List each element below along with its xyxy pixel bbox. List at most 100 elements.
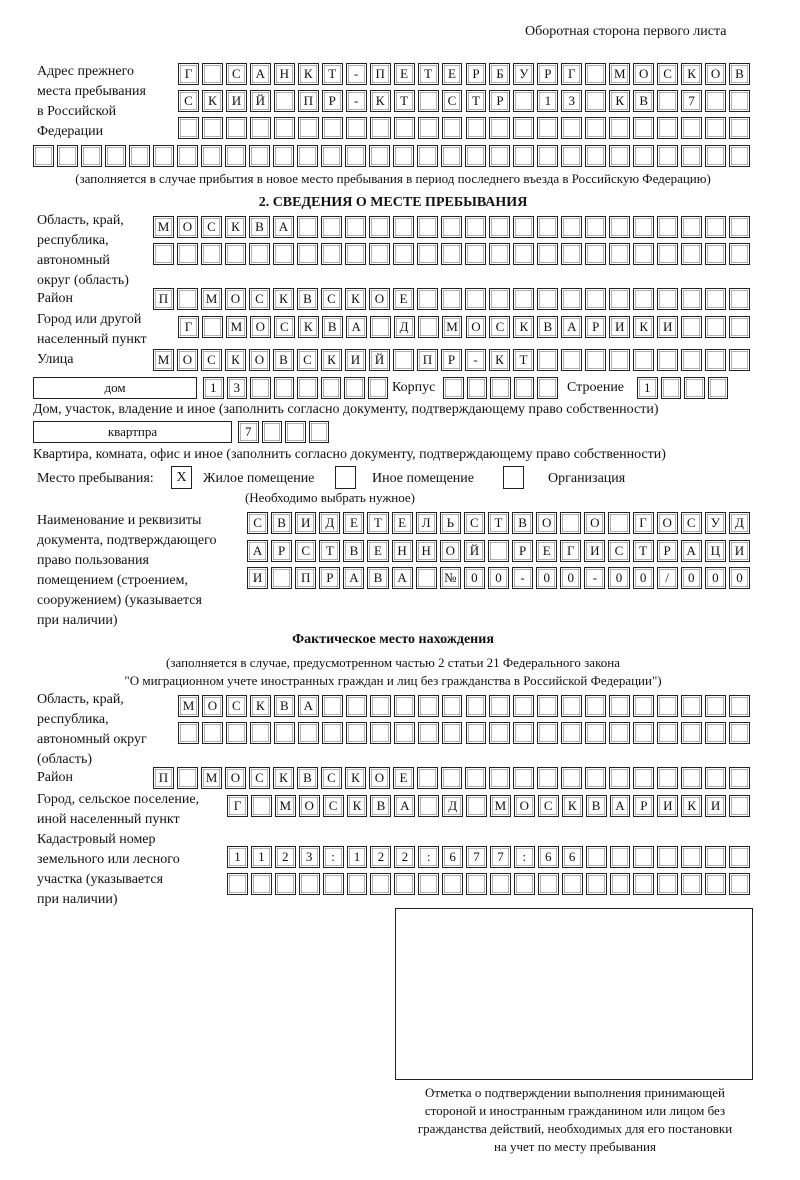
- char-cell[interactable]: В: [537, 316, 559, 338]
- char-cell[interactable]: К: [513, 316, 535, 338]
- char-cell[interactable]: [537, 288, 558, 310]
- char-cell[interactable]: М: [274, 795, 296, 817]
- char-cell[interactable]: [585, 216, 606, 238]
- char-cell[interactable]: [609, 873, 631, 895]
- char-cell[interactable]: К: [273, 767, 294, 789]
- char-cell[interactable]: [705, 695, 727, 717]
- char-cell[interactable]: У: [704, 512, 726, 534]
- char-cell[interactable]: [465, 695, 487, 717]
- char-cell[interactable]: [633, 722, 655, 744]
- char-cell[interactable]: Г: [227, 795, 248, 817]
- char-cell[interactable]: [681, 216, 702, 238]
- char-cell[interactable]: В: [370, 795, 392, 817]
- char-cell[interactable]: А: [273, 216, 294, 238]
- char-cell[interactable]: [489, 695, 511, 717]
- char-cell[interactable]: К: [225, 349, 246, 371]
- char-cell[interactable]: 7: [490, 846, 511, 868]
- char-cell[interactable]: С: [247, 512, 269, 534]
- char-cell[interactable]: [297, 243, 318, 265]
- char-cell[interactable]: [729, 243, 750, 265]
- char-cell[interactable]: [465, 117, 487, 139]
- char-cell[interactable]: [729, 846, 750, 868]
- char-cell[interactable]: К: [321, 349, 342, 371]
- char-cell[interactable]: К: [681, 795, 703, 817]
- char-cell[interactable]: В: [321, 316, 343, 338]
- char-cell[interactable]: П: [295, 567, 317, 589]
- char-cell[interactable]: Р: [537, 63, 559, 85]
- char-cell[interactable]: Г: [561, 63, 583, 85]
- char-cell[interactable]: Е: [536, 540, 558, 562]
- char-cell[interactable]: К: [346, 795, 368, 817]
- char-cell[interactable]: [729, 795, 750, 817]
- char-cell[interactable]: [345, 216, 366, 238]
- char-cell[interactable]: [489, 722, 511, 744]
- char-cell[interactable]: [393, 695, 415, 717]
- char-cell[interactable]: О: [465, 316, 487, 338]
- char-cell[interactable]: У: [513, 63, 535, 85]
- char-cell[interactable]: [561, 873, 583, 895]
- char-cell[interactable]: А: [297, 695, 319, 717]
- char-cell[interactable]: [489, 117, 511, 139]
- char-cell[interactable]: [369, 145, 390, 167]
- char-cell[interactable]: [345, 145, 366, 167]
- char-cell[interactable]: Б: [489, 63, 511, 85]
- char-cell[interactable]: 2: [370, 846, 392, 868]
- char-cell[interactable]: М: [178, 695, 199, 717]
- char-cell[interactable]: [609, 767, 630, 789]
- char-cell[interactable]: [681, 145, 702, 167]
- char-cell[interactable]: [369, 216, 390, 238]
- char-cell[interactable]: [441, 288, 462, 310]
- char-cell[interactable]: [417, 145, 438, 167]
- char-cell[interactable]: [729, 145, 750, 167]
- char-cell[interactable]: [729, 695, 750, 717]
- char-cell[interactable]: М: [441, 316, 463, 338]
- char-cell[interactable]: 2: [394, 846, 416, 868]
- char-cell[interactable]: С: [249, 288, 270, 310]
- char-cell[interactable]: [633, 873, 655, 895]
- char-cell[interactable]: [346, 873, 368, 895]
- char-cell[interactable]: С: [441, 90, 463, 112]
- char-cell[interactable]: [537, 873, 559, 895]
- char-cell[interactable]: [441, 216, 462, 238]
- char-cell[interactable]: [633, 695, 655, 717]
- char-cell[interactable]: С: [297, 349, 318, 371]
- char-cell[interactable]: А: [391, 567, 413, 589]
- char-cell[interactable]: [657, 90, 679, 112]
- char-cell[interactable]: [705, 243, 726, 265]
- char-cell[interactable]: [561, 349, 582, 371]
- char-cell[interactable]: Д: [442, 795, 464, 817]
- char-cell[interactable]: 1: [346, 846, 368, 868]
- char-cell[interactable]: В: [273, 349, 294, 371]
- char-cell[interactable]: Р: [441, 349, 462, 371]
- char-cell[interactable]: [705, 722, 727, 744]
- char-cell[interactable]: 0: [704, 567, 726, 589]
- char-cell[interactable]: [370, 873, 392, 895]
- char-cell[interactable]: И: [657, 316, 679, 338]
- char-cell[interactable]: Й: [369, 349, 390, 371]
- char-cell[interactable]: Р: [585, 316, 607, 338]
- char-cell[interactable]: К: [345, 288, 366, 310]
- char-cell[interactable]: [489, 216, 510, 238]
- char-cell[interactable]: Ц: [704, 540, 726, 562]
- char-cell[interactable]: [681, 873, 703, 895]
- char-cell[interactable]: Г: [178, 316, 199, 338]
- char-cell[interactable]: Р: [633, 795, 655, 817]
- char-cell[interactable]: [201, 63, 223, 85]
- char-cell[interactable]: [609, 846, 631, 868]
- char-cell[interactable]: [657, 846, 679, 868]
- char-cell[interactable]: [393, 349, 414, 371]
- char-cell[interactable]: [297, 722, 319, 744]
- char-cell[interactable]: О: [536, 512, 558, 534]
- char-cell[interactable]: [394, 873, 416, 895]
- char-cell[interactable]: И: [609, 316, 631, 338]
- house-type-field[interactable]: дом: [33, 377, 197, 399]
- char-cell[interactable]: Г: [632, 512, 654, 534]
- char-cell[interactable]: К: [609, 90, 631, 112]
- char-cell[interactable]: [369, 722, 391, 744]
- char-cell[interactable]: К: [561, 795, 583, 817]
- char-cell[interactable]: [729, 722, 750, 744]
- char-cell[interactable]: О: [249, 349, 270, 371]
- char-cell[interactable]: О: [177, 349, 198, 371]
- char-cell[interactable]: А: [249, 63, 271, 85]
- char-cell[interactable]: П: [417, 349, 438, 371]
